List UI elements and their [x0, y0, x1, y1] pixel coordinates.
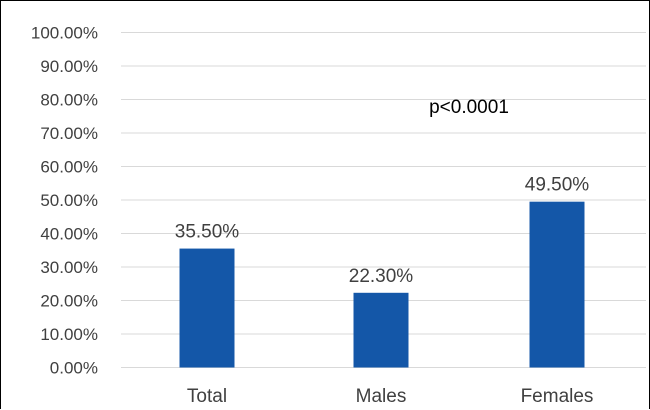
y-tick-label: 20.00%	[40, 292, 98, 311]
y-tick-label: 50.00%	[40, 191, 98, 210]
y-tick-label: 70.00%	[40, 124, 98, 143]
y-tick-label: 100.00%	[31, 24, 98, 43]
y-tick-label: 80.00%	[40, 91, 98, 110]
category-label-total: Total	[187, 386, 227, 407]
data-label-males: 22.30%	[349, 266, 414, 287]
data-label-females: 49.50%	[525, 175, 590, 196]
y-tick-label: 40.00%	[40, 225, 98, 244]
y-tick-label: 10.00%	[40, 325, 98, 344]
significance-annotation: p<0.0001	[429, 97, 509, 118]
x-axis-category-labels: Total Males Females	[187, 386, 594, 407]
y-axis-tick-labels: 0.00% 10.00% 20.00% 30.00% 40.00% 50.00% 60.00…	[31, 24, 98, 378]
category-label-females: Females	[521, 386, 594, 407]
y-tick-label: 90.00%	[40, 57, 98, 76]
y-tick-label: 0.00%	[50, 359, 98, 378]
bar-males	[353, 292, 409, 368]
bar-females	[529, 201, 585, 368]
data-label-total: 35.50%	[175, 222, 240, 243]
category-label-males: Males	[356, 386, 407, 407]
y-tick-label: 60.00%	[40, 158, 98, 177]
bars	[179, 201, 585, 368]
data-labels: 35.50% 22.30% 49.50%	[175, 175, 590, 287]
y-tick-label: 30.00%	[40, 258, 98, 277]
bar-total	[179, 248, 235, 368]
